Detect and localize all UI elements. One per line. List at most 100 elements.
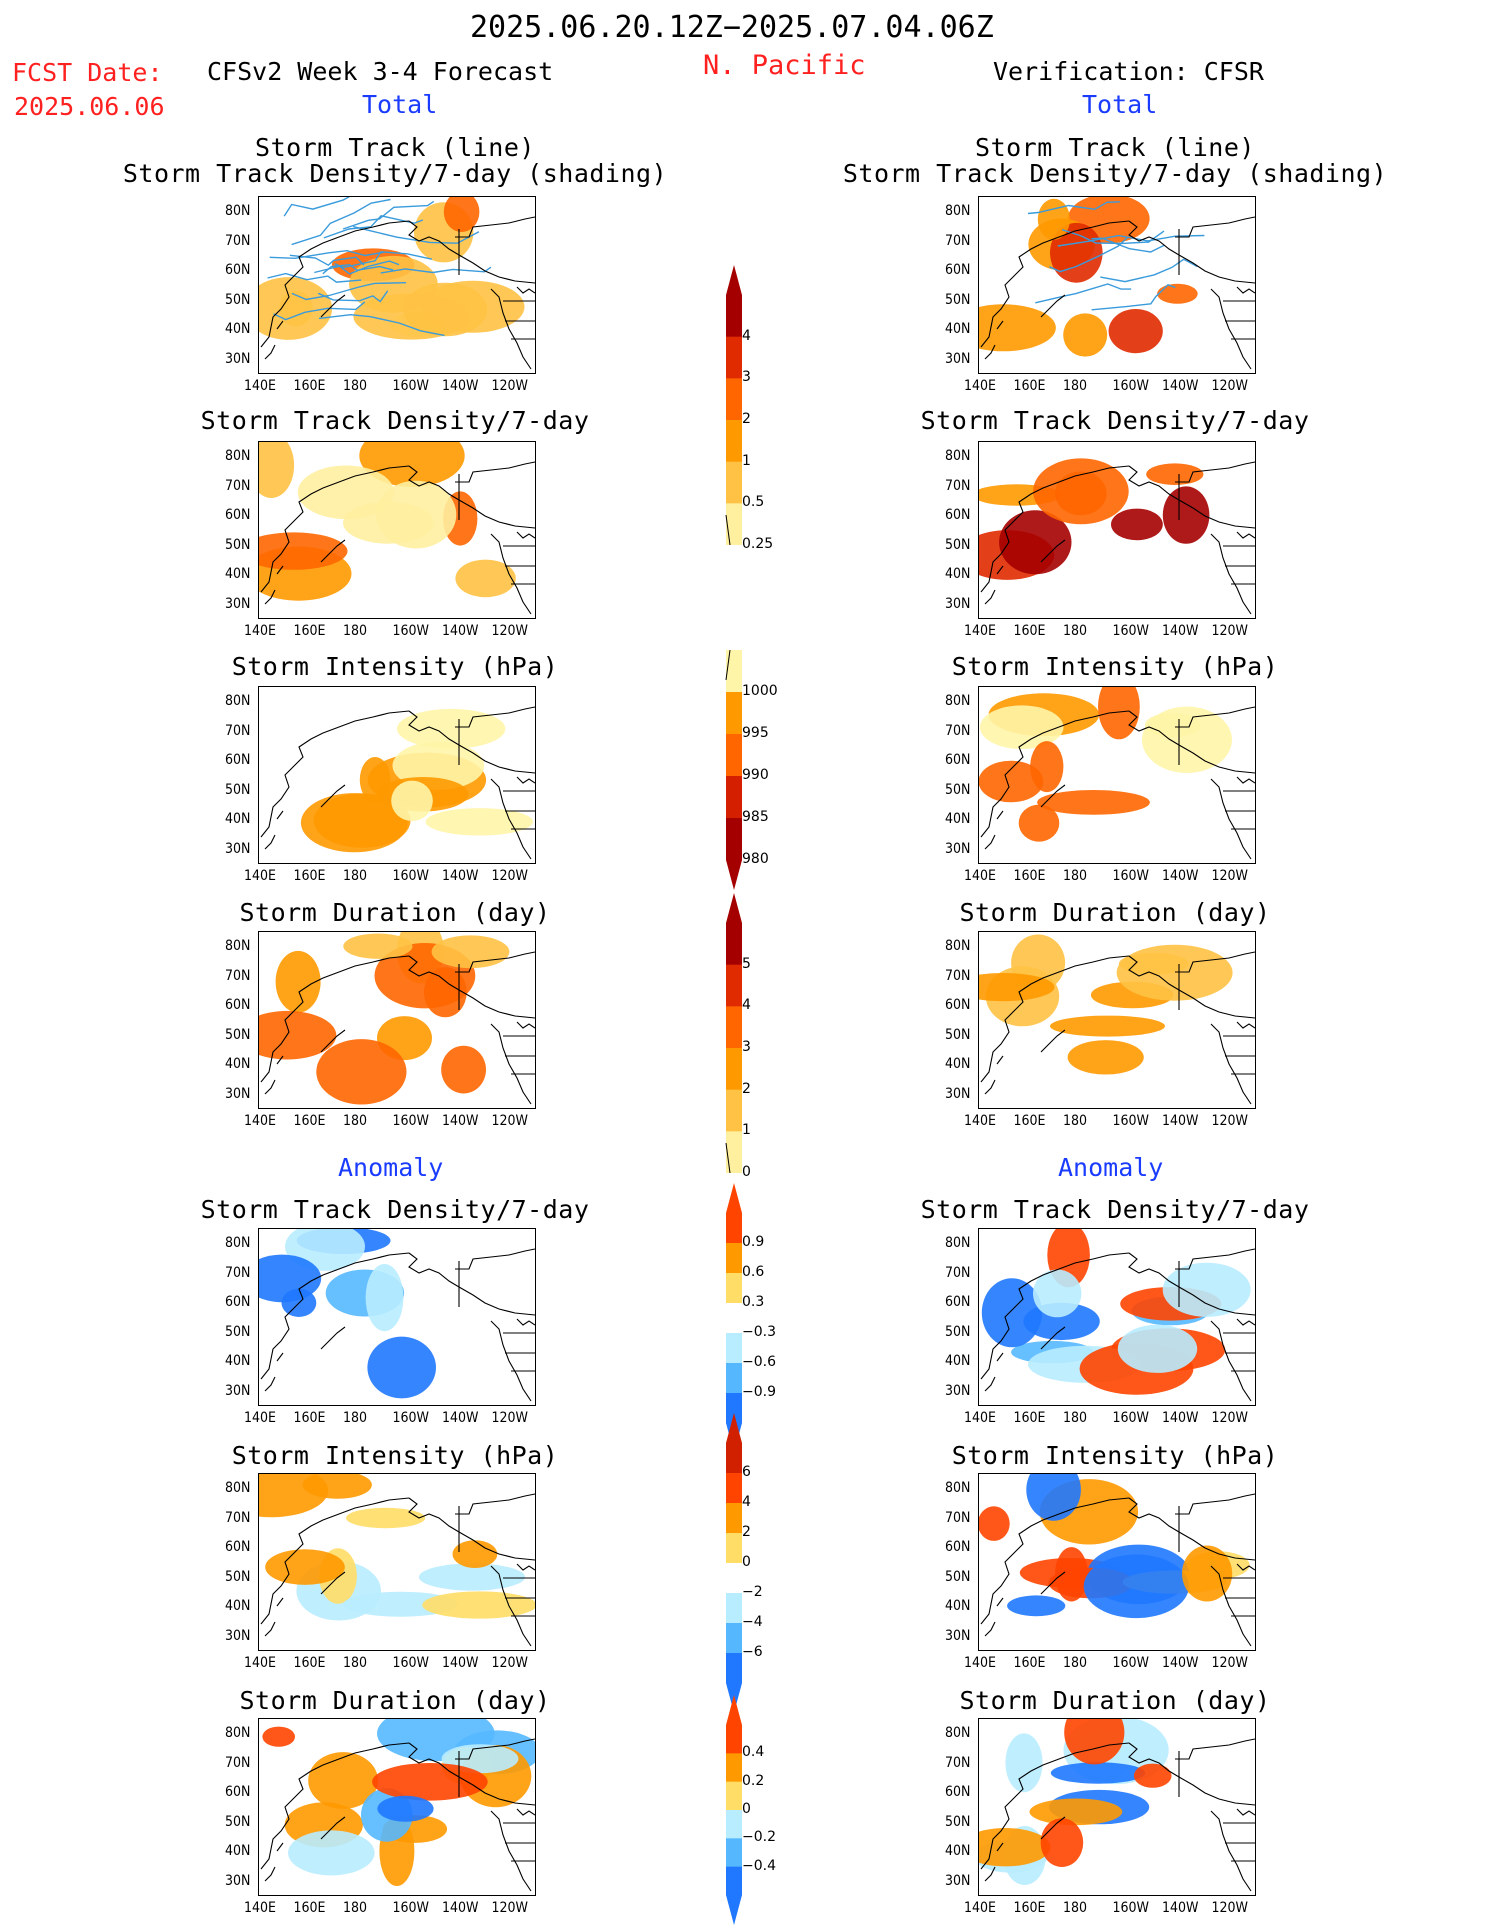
coastline [264, 1376, 276, 1392]
colorbar-label: 0.3 [742, 1294, 765, 1310]
lat-label: 60N [225, 507, 251, 524]
coastline [516, 1808, 535, 1816]
lat-label: 30N [945, 1628, 971, 1644]
coastline [1175, 461, 1255, 483]
colorbar-segment [726, 1563, 742, 1594]
coastline [996, 1055, 1004, 1065]
coastline [980, 955, 1130, 1083]
coastline [996, 320, 1004, 330]
shading-blob [423, 967, 467, 1018]
lat-label: 50N [225, 536, 251, 553]
coastline [1128, 220, 1255, 284]
coastline [320, 1029, 346, 1053]
lat-label: 40N [945, 1353, 971, 1370]
lon-label: 160W [392, 1655, 430, 1671]
right-track-density-title: Storm Track Density/7-day [920, 406, 1310, 435]
colorbar-tail [725, 1142, 731, 1173]
lat-label: 60N [945, 262, 971, 279]
coastline [260, 1252, 410, 1380]
shading-blob [343, 933, 413, 959]
shading-blob [1037, 790, 1150, 815]
coastline [996, 1597, 1004, 1607]
lon-label: 140W [442, 1113, 479, 1129]
coastline [320, 294, 346, 318]
colorbar-segment [726, 1623, 742, 1654]
shading-blob [1026, 1474, 1081, 1521]
colorbar-segment [726, 295, 742, 338]
lat-label: 70N [225, 1264, 251, 1281]
shading-blob [431, 935, 510, 969]
coastline [1040, 1816, 1066, 1840]
lat-label: 60N [225, 262, 251, 279]
left-track-line-map [258, 196, 536, 374]
colorbar-label: −0.4 [742, 1857, 776, 1874]
duration-colorbar [725, 893, 742, 1173]
lon-label: 140W [442, 1410, 479, 1426]
coastline [984, 1621, 996, 1637]
shading-blob [1040, 1818, 1084, 1867]
lat-label: 40N [945, 321, 971, 338]
lon-label: 180 [343, 1113, 368, 1129]
colorbar-label: 0 [742, 1164, 751, 1180]
lon-label: 180 [343, 1900, 368, 1916]
coastline [260, 955, 410, 1083]
coastline [1210, 1023, 1252, 1105]
shading-blob [979, 705, 1064, 749]
shading-blob [979, 304, 1056, 352]
colorbar-label: −0.9 [742, 1384, 776, 1400]
shading-blob [365, 1264, 404, 1332]
coastline [455, 1738, 535, 1760]
storm-track-line [334, 251, 433, 269]
colorbar-segment [726, 378, 742, 421]
colorbar-label: 5 [742, 955, 751, 972]
lat-label: 80N [945, 938, 971, 954]
lon-label: 160E [293, 1655, 326, 1671]
lon-label: 140W [442, 1655, 479, 1671]
colorbar-segment [726, 1393, 742, 1424]
colorbar-segment [726, 1089, 742, 1132]
lon-label: 140E [244, 1113, 276, 1129]
left-track-density-map [258, 441, 536, 619]
coastline [260, 465, 410, 593]
storm-track-line [314, 260, 400, 275]
colorbar-segment [726, 1006, 742, 1049]
lat-label: 40N [225, 1598, 251, 1615]
colorbar-label: 2 [742, 1524, 751, 1540]
coastline [984, 1866, 996, 1882]
coastline [260, 1742, 410, 1870]
lon-label: 160W [392, 623, 430, 639]
shading-blob [265, 1549, 345, 1585]
colorbar-segment [726, 336, 742, 379]
colorbar-label: 0.25 [742, 536, 774, 552]
lon-label: 120W [491, 868, 529, 884]
fcst-date-label: FCST Date: [12, 58, 163, 87]
lon-label: 180 [343, 868, 368, 884]
coastline [516, 1021, 535, 1029]
colorbar-label: 0.9 [742, 1234, 765, 1250]
lon-label: 120W [491, 1113, 529, 1129]
shading-blob [979, 1506, 1010, 1541]
left-anom-density-map [258, 1228, 536, 1406]
lat-label: 80N [945, 448, 971, 464]
shading-blob [259, 277, 333, 340]
shading-blob [1144, 712, 1201, 738]
coastline [516, 286, 535, 294]
coastline [1040, 1571, 1066, 1595]
coastline [1175, 706, 1255, 728]
lon-label: 180 [1063, 1655, 1088, 1671]
lon-label: 180 [1063, 1113, 1088, 1129]
lon-label: 140E [964, 1113, 996, 1129]
shading-blob [300, 793, 408, 853]
coastline [408, 1252, 535, 1316]
coastline [984, 1376, 996, 1392]
colorbar-segment [726, 503, 742, 545]
coastline [320, 1571, 346, 1595]
coastline [276, 1842, 284, 1852]
colorbar-label: 0 [742, 1554, 751, 1570]
shading-blob [422, 1591, 535, 1619]
lat-label: 70N [225, 967, 251, 984]
left-intensity-title: Storm Intensity (hPa) [231, 652, 559, 681]
coastline [1210, 1810, 1252, 1892]
shading-blob [1033, 1269, 1082, 1318]
anomaly-label-right: Anomaly [1058, 1153, 1164, 1182]
